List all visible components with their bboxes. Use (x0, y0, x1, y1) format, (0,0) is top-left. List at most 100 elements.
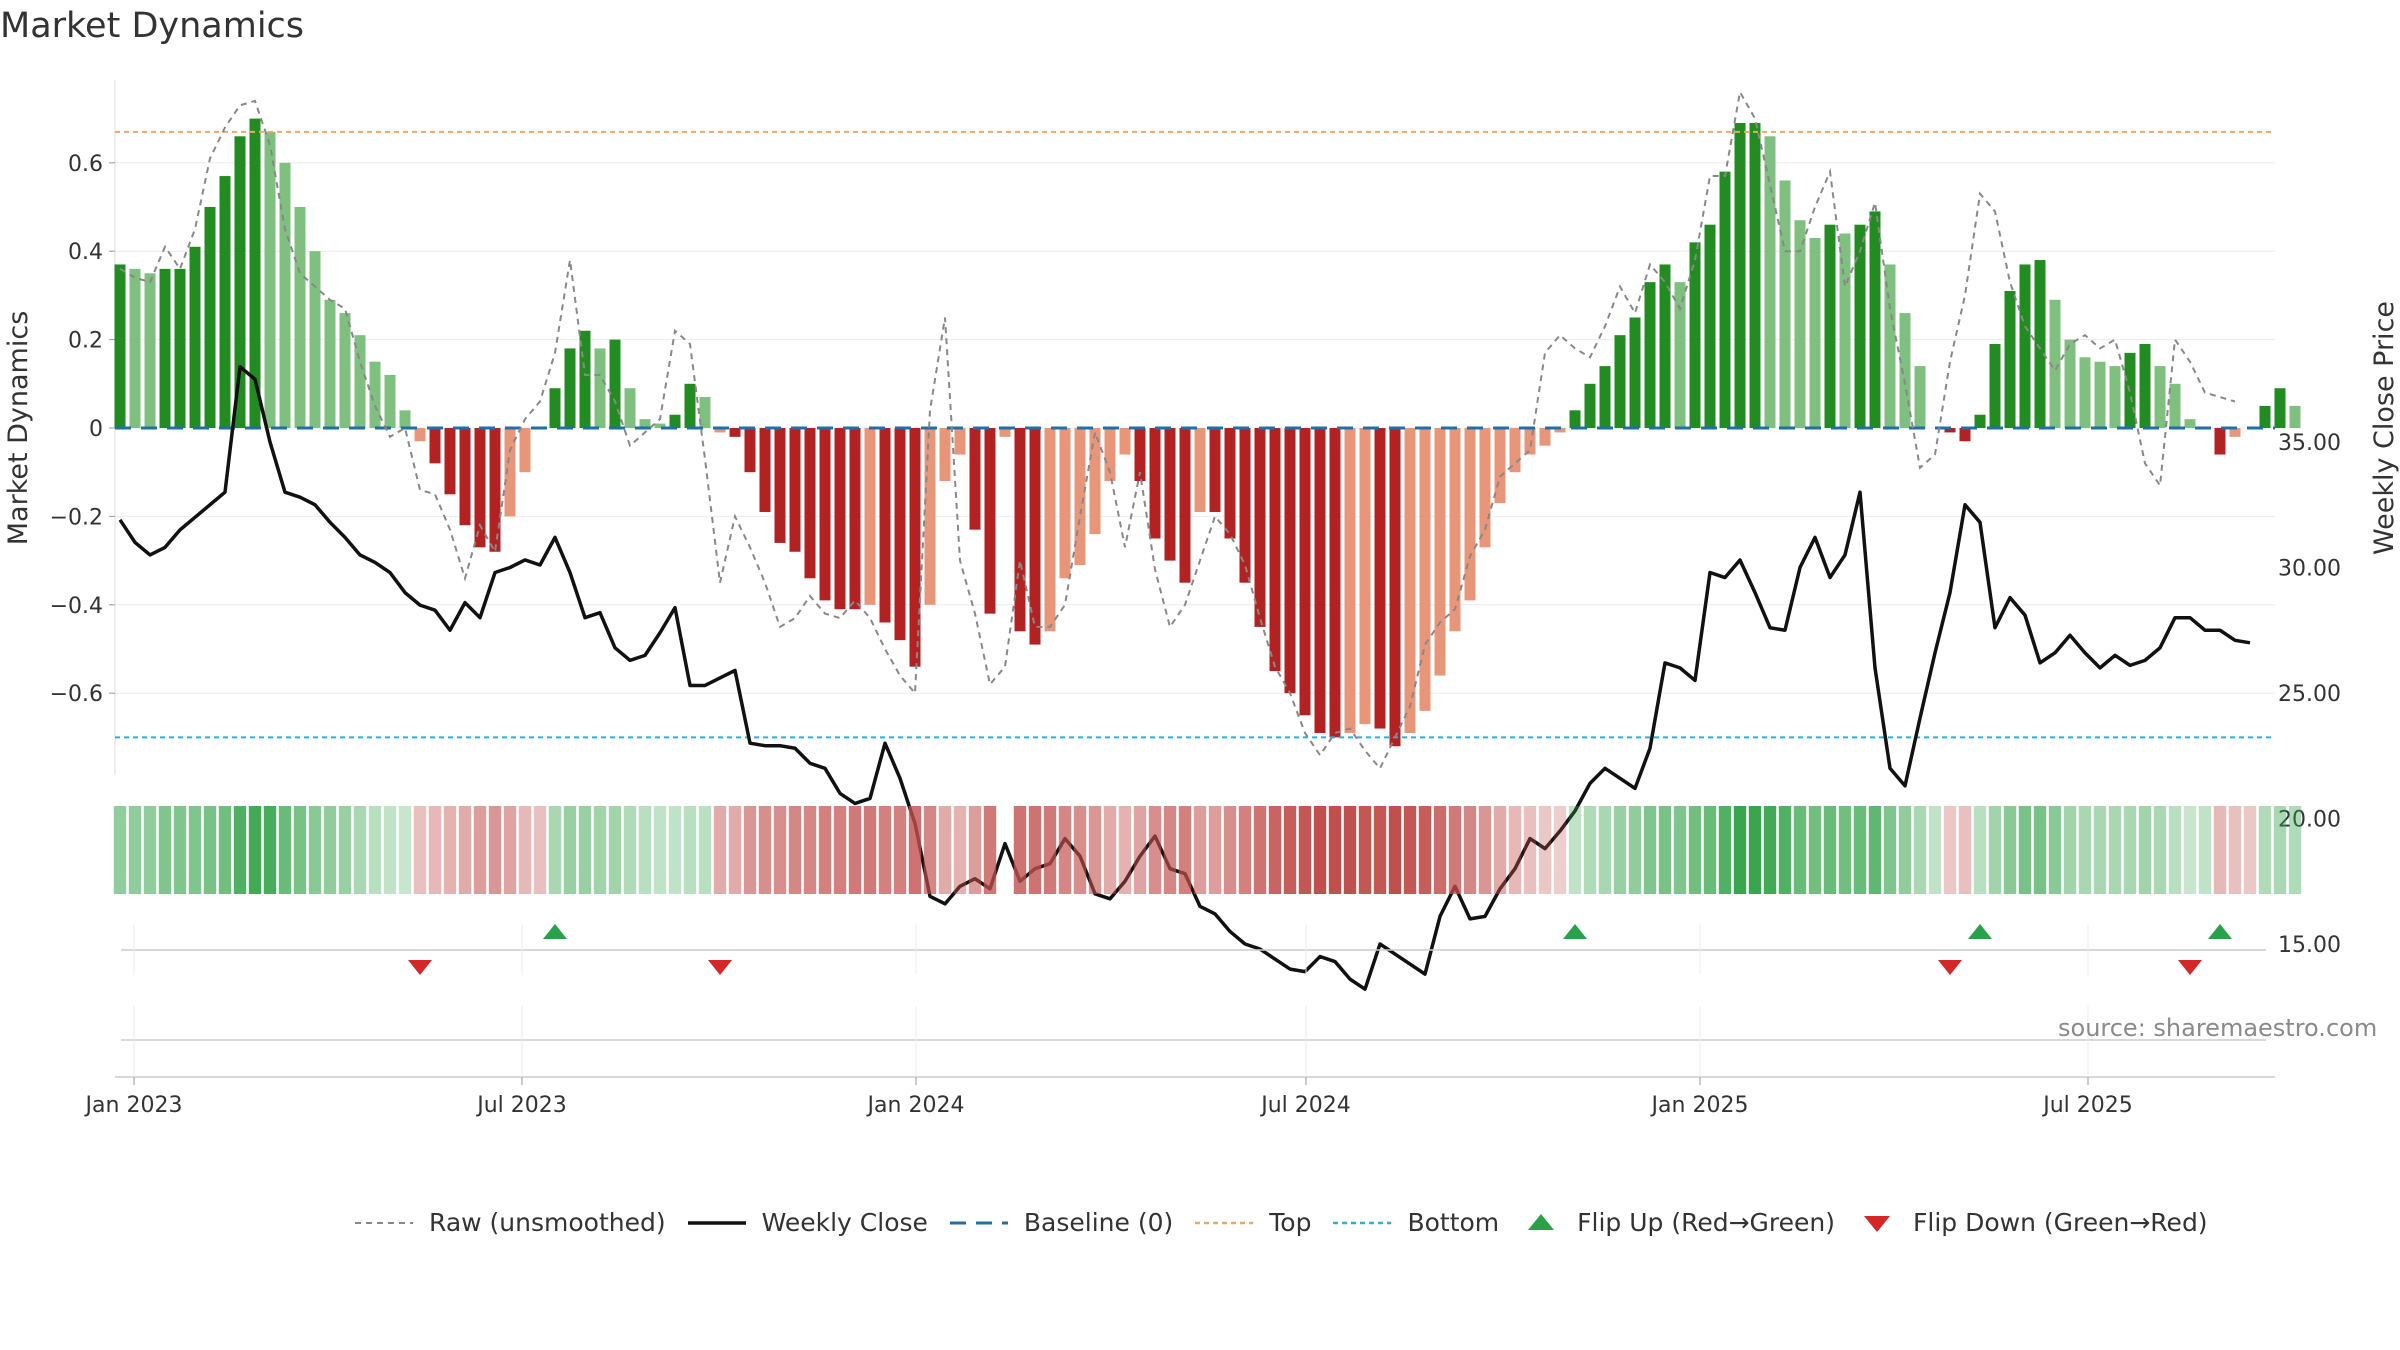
bar (174, 268, 186, 428)
regime-strip-cell (1043, 806, 1057, 894)
bar (1749, 123, 1761, 429)
regime-strip-cell (2213, 806, 2227, 894)
bar (1029, 428, 1041, 645)
regime-strip-cell (398, 806, 412, 894)
bar (549, 388, 561, 428)
bar (1569, 410, 1581, 428)
bar (1539, 428, 1551, 446)
regime-strip-cell (323, 806, 337, 894)
bar (1794, 220, 1806, 428)
regime-strip-cell (1943, 806, 1957, 894)
bar (1194, 428, 1206, 512)
regime-strip-cell (593, 806, 607, 894)
bar (1254, 428, 1266, 627)
bar (2214, 428, 2226, 455)
bar (1434, 428, 1446, 676)
regime-strip-cell (1733, 806, 1747, 894)
regime-strip-cell (2228, 806, 2242, 894)
regime-strip-cell (743, 806, 757, 894)
regime-strip-cell (1808, 806, 1822, 894)
bar (1089, 428, 1101, 535)
regime-strip-cell (848, 806, 862, 894)
bar (789, 428, 801, 552)
bar (1599, 366, 1611, 428)
regime-strip-cell (578, 806, 592, 894)
regime-strip-cell (623, 806, 637, 894)
legend-label-flip-up: Flip Up (Red→Green) (1577, 1208, 1836, 1237)
regime-strip-cell (1748, 806, 1762, 894)
legend-item-raw: Raw (unsmoothed) (355, 1208, 666, 1237)
bar (1389, 428, 1401, 747)
regime-strip-cell (1403, 806, 1417, 894)
regime-strip-cell (563, 806, 577, 894)
bar (189, 246, 201, 428)
bar (1614, 335, 1626, 428)
bar (1164, 428, 1176, 561)
regime-strip-cell (1898, 806, 1912, 894)
bar (2229, 428, 2241, 437)
x-tick-label: Jul 2025 (2041, 1093, 2133, 1118)
regime-strip-cell (1103, 806, 1117, 894)
bar (954, 428, 966, 455)
regime-strip-cell (353, 806, 367, 894)
bar (219, 176, 231, 428)
regime-strip-cell (2048, 806, 2062, 894)
regime-strip-cell (143, 806, 157, 894)
regime-strip-cell (1628, 806, 1642, 894)
regime-strip-cell (1238, 806, 1252, 894)
flip-down-triangle-icon (1864, 1215, 1891, 1232)
bar (1719, 171, 1731, 428)
bar (1449, 428, 1461, 632)
regime-strip-cell (1268, 806, 1282, 894)
legend-item-close: Weekly Close (687, 1208, 928, 1237)
bar (834, 428, 846, 610)
bar (1059, 428, 1071, 579)
flip-up-marker (1563, 924, 1587, 939)
regime-strip-cell (683, 806, 697, 894)
regime-strip-cell (893, 806, 907, 894)
flip-up-marker (543, 924, 567, 939)
bar (1839, 233, 1851, 428)
bar (894, 428, 906, 641)
bar (1374, 428, 1386, 729)
regime-strip-cell (1028, 806, 1042, 894)
bar (2094, 361, 2106, 428)
regime-strip-cell (1463, 806, 1477, 894)
x-tick-label: Jul 2023 (475, 1093, 567, 1118)
regime-strip-cell (248, 806, 262, 894)
bar (909, 428, 921, 667)
regime-strip-cell (1193, 806, 1207, 894)
bar (1314, 428, 1326, 733)
flip-up-triangle-icon (1528, 1213, 1555, 1230)
regime-strip-cell (1553, 806, 1567, 894)
regime-strip-cell (1613, 806, 1627, 894)
regime-strip-cell (1343, 806, 1357, 894)
bar (579, 330, 591, 428)
bar (864, 428, 876, 605)
regime-strip-cell (113, 806, 127, 894)
legend-swatch-raw (355, 1221, 413, 1224)
bar (1344, 428, 1356, 733)
regime-strip-cell (428, 806, 442, 894)
bar (354, 335, 366, 428)
regime-strip-cell (653, 806, 667, 894)
regime-strip-cell (1148, 806, 1162, 894)
bar (1854, 224, 1866, 428)
regime-strip-cell (1058, 806, 1072, 894)
bar (609, 339, 621, 428)
regime-strip-cell (2198, 806, 2212, 894)
regime-strip-cell (338, 806, 352, 894)
bar (639, 419, 651, 428)
bar (129, 268, 141, 428)
bar (729, 428, 741, 437)
left-axis-label: Market Dynamics (3, 311, 34, 546)
bar (2184, 419, 2196, 428)
regime-strip-cell (788, 806, 802, 894)
legend-item-top: Top (1195, 1208, 1311, 1237)
flip-down-marker (1938, 960, 1962, 975)
regime-strip-cell (2078, 806, 2092, 894)
regime-strip-cell (1448, 806, 1462, 894)
regime-strip-cell (938, 806, 952, 894)
regime-strip-cell (2258, 806, 2272, 894)
regime-strip-cell (1118, 806, 1132, 894)
